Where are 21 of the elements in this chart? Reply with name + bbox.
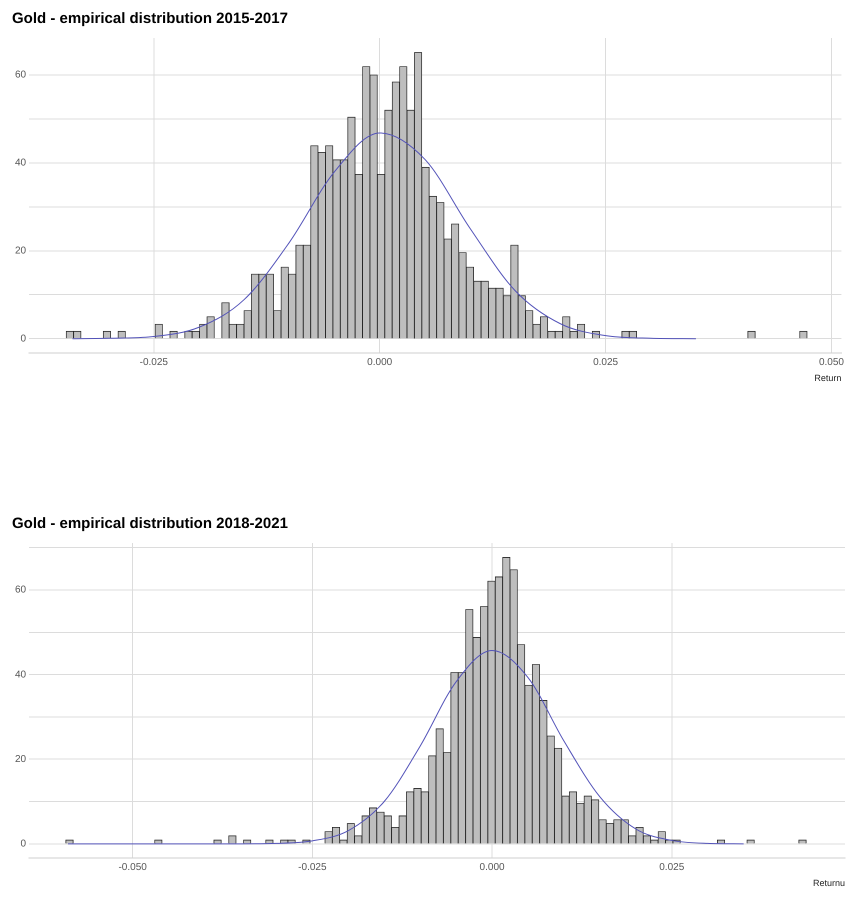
x-axis-title: Returnu — [812, 878, 845, 888]
x-tick-label: 0.000 — [367, 356, 393, 368]
x-tick-label: 0.000 — [480, 862, 505, 873]
line-series — [67, 650, 744, 844]
y-tick-label: 0 — [20, 838, 27, 850]
y-tick-label: 0 — [20, 333, 27, 344]
x-axis-title: Return — [814, 373, 842, 384]
chart-title: Gold - empirical distribution 2015-2017 — [12, 10, 288, 28]
y-tick-label: 60 — [15, 584, 27, 596]
y-tick-label: 40 — [15, 669, 27, 680]
chart-title: Gold - empirical distribution 2018-2021 — [12, 515, 288, 532]
x-tick-label: -0.025 — [140, 356, 168, 368]
x-tick-label: -0.050 — [118, 862, 148, 873]
x-tick-label: 0.050 — [818, 356, 844, 368]
x-tick-label: 0.025 — [593, 356, 619, 368]
x-tick-label: -0.025 — [298, 862, 327, 873]
x-tick-label: 0.025 — [659, 862, 685, 873]
y-tick-label: 20 — [15, 246, 27, 257]
y-tick-label: 20 — [15, 754, 27, 765]
y-tick-label: 40 — [15, 158, 27, 169]
y-tick-label: 60 — [15, 70, 27, 81]
